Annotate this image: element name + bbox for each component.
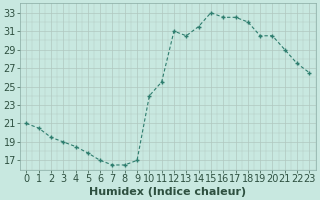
X-axis label: Humidex (Indice chaleur): Humidex (Indice chaleur) [89,187,246,197]
